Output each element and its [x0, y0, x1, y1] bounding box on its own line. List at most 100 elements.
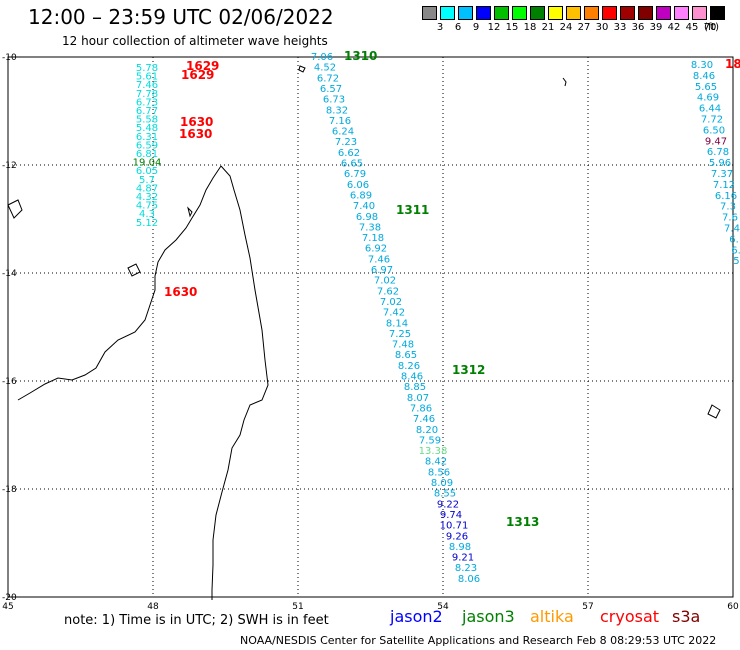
scale-tick: 9	[472, 22, 480, 33]
scale-swatch	[674, 6, 689, 20]
scale-tick: 42	[667, 22, 681, 33]
swh-reading: 4.32	[136, 192, 158, 203]
scale-swatch	[638, 6, 653, 20]
swh-reading: 6.06	[347, 180, 369, 191]
swh-reading: 8.56	[428, 467, 450, 478]
swh-reading: 8.26	[398, 361, 420, 372]
swh-reading: 6.81	[136, 149, 158, 160]
swh-reading: 7.37	[711, 169, 733, 180]
lat-label: -20	[2, 593, 17, 603]
lat-label: -12	[2, 161, 17, 171]
swh-reading: 5.	[733, 256, 740, 267]
swh-reading: 7.46	[136, 80, 158, 91]
swh-reading: 7.86	[410, 403, 432, 414]
swh-reading: 7.42	[383, 308, 405, 319]
swh-reading: 6.	[729, 234, 739, 245]
lat-label: -10	[2, 53, 17, 63]
swh-reading: 7.3	[720, 202, 736, 213]
scale-swatch	[584, 6, 599, 20]
swh-reading: 8.23	[455, 563, 477, 574]
swh-reading: 7.46	[368, 254, 390, 265]
glorioso-island	[187, 206, 193, 218]
swh-reading: 6.57	[320, 84, 342, 95]
pass-time-label: 1630	[179, 127, 212, 141]
satellite-name: cryosat	[600, 607, 660, 626]
swh-reading: 7.78	[136, 89, 158, 100]
swh-reading: 8.98	[449, 542, 471, 553]
map-subtitle: 12 hour collection of altimeter wave hei…	[62, 34, 328, 48]
swh-reading: 9.22	[437, 499, 459, 510]
swh-reading: 7.02	[380, 297, 402, 308]
swh-reading: 5.78	[136, 63, 158, 74]
swh-reading: 7.38	[359, 222, 381, 233]
scale-swatch	[530, 6, 545, 20]
swh-reading: 7.72	[701, 115, 723, 126]
swh-reading: 13.38	[419, 446, 448, 457]
swh-reading: 8.42	[425, 457, 447, 468]
scale-swatch	[476, 6, 491, 20]
swh-reading: 5.48	[136, 123, 158, 134]
swh-reading: 6.	[731, 245, 740, 256]
swh-reading: 7.23	[335, 137, 357, 148]
swh-reading: 9.74	[440, 510, 462, 521]
swh-reading: 7.02	[374, 276, 396, 287]
scale-swatch	[440, 6, 455, 20]
madagascar-west-coast	[17, 165, 222, 401]
scale-swatch	[494, 6, 509, 20]
madagascar-coastline	[211, 165, 269, 600]
swh-reading: 6.97	[371, 265, 393, 276]
scale-swatch	[620, 6, 635, 20]
pass-time-label: 1312	[452, 363, 485, 377]
scale-swatch	[656, 6, 671, 20]
scale-swatch	[422, 6, 437, 20]
swh-reading: 7.16	[329, 116, 351, 127]
lat-lon-grid	[7, 56, 734, 598]
swh-reading: 4.87	[136, 183, 158, 194]
pass-time-label: 1310	[344, 49, 377, 63]
comoros-island	[7, 199, 23, 219]
swh-reading: 4.69	[697, 93, 719, 104]
lon-label: 60	[727, 602, 739, 612]
swh-reading: 7.18	[362, 233, 384, 244]
seychelles-island	[298, 65, 306, 73]
pass-time-label: 18	[725, 57, 740, 71]
scale-tick: 3	[436, 22, 444, 33]
swh-reading: 8.09	[431, 478, 453, 489]
swh-reading: 4.52	[314, 63, 336, 74]
swh-reading: 6.65	[341, 159, 363, 170]
swh-reading: 8.20	[416, 425, 438, 436]
scale-unit: (ft)	[704, 22, 720, 33]
footer-note: note: 1) Time is in UTC; 2) SWH is in fe…	[64, 613, 329, 628]
scale-tick: 15	[505, 22, 519, 33]
swh-reading: 5.96	[709, 158, 731, 169]
lon-label: 54	[437, 602, 449, 612]
swh-reading: 8.46	[401, 372, 423, 383]
swh-reading: 4.75	[136, 201, 158, 212]
swh-reading: 10.71	[440, 521, 469, 532]
pass-time-label: 1629	[186, 59, 219, 73]
scale-tick: 45	[685, 22, 699, 33]
scale-swatch	[512, 6, 527, 20]
swh-reading: 6.50	[703, 125, 725, 136]
swh-reading: 4.3	[139, 209, 155, 220]
credit-line: NOAA/NESDIS Center for Satellite Applica…	[240, 634, 717, 647]
swh-reading: 19.04	[133, 158, 162, 169]
satellite-name: jason2	[390, 607, 443, 626]
lat-label: -14	[2, 269, 17, 279]
swh-reading: 5.61	[136, 72, 158, 83]
reunion-island	[707, 404, 721, 419]
map-title: 12:00 – 23:59 UTC 02/06/2022	[28, 5, 334, 29]
swh-reading: 9.47	[705, 136, 727, 147]
swh-reading: 7.62	[377, 286, 399, 297]
swh-reading: 6.73	[136, 97, 158, 108]
swh-reading: 6.89	[350, 190, 372, 201]
scale-tick: 18	[523, 22, 537, 33]
scale-swatch	[548, 6, 563, 20]
swh-reading: 6.44	[699, 104, 721, 115]
pass-time-label: 1313	[506, 515, 539, 529]
cargados-shoal	[562, 77, 567, 87]
scale-tick: 36	[631, 22, 645, 33]
scale-tick: 24	[559, 22, 573, 33]
scale-tick: 21	[541, 22, 555, 33]
